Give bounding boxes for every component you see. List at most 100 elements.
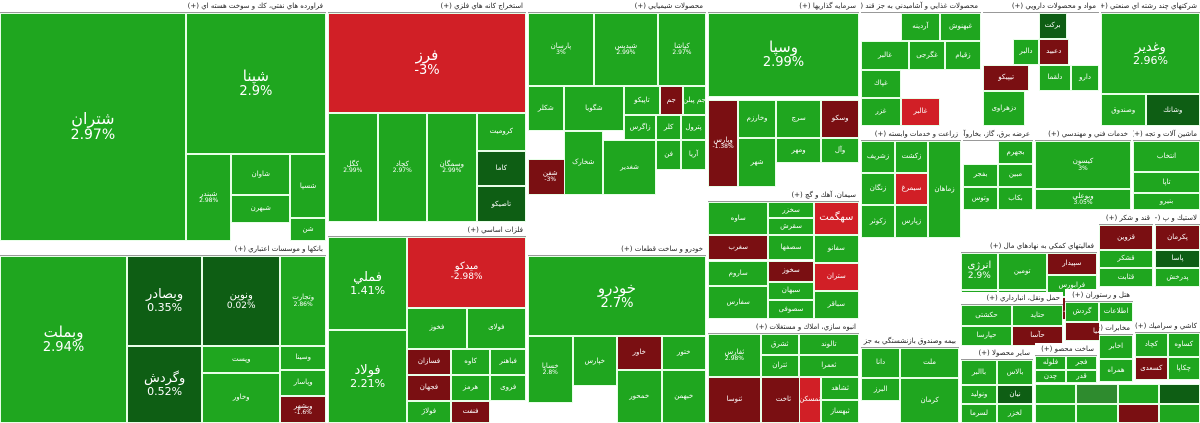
stock-tile[interactable]: نیان [997, 385, 1033, 405]
stock-tile[interactable]: چکاپا [1167, 356, 1200, 380]
stock-tile[interactable]: ثبهساز [821, 399, 859, 423]
stock-tile[interactable]: ثعمرا [798, 355, 859, 377]
stock-tile[interactable] [1158, 403, 1200, 423]
stock-tile[interactable]: غالبر [900, 97, 941, 126]
sector-title[interactable]: ساير محصولا (+) [961, 347, 1033, 360]
stock-tile[interactable]: قشکر [1099, 249, 1153, 269]
sector-title[interactable]: خودرو و ساخت قطعات (+) [528, 243, 706, 256]
stock-tile[interactable]: زماهان [928, 141, 961, 238]
stock-tile[interactable]: مبین [998, 163, 1033, 187]
sector-title[interactable]: محصولات غذايي و آشاميدني به جز قند (+) [861, 0, 981, 13]
stock-tile[interactable]: ثتران [760, 355, 799, 377]
sector-title[interactable]: سرمايه گذاريها (+) [708, 0, 859, 13]
stock-tile[interactable]: فروی [490, 374, 526, 401]
stock-tile[interactable]: سغرب [708, 234, 769, 261]
sector-title[interactable]: انبوه سازي، املاك و مستغلات (+) [708, 321, 859, 334]
sector-title[interactable]: قند و شكر (+) [1099, 212, 1153, 225]
stock-tile[interactable]: خبهمن [661, 369, 706, 423]
stock-tile[interactable]: زنگان [861, 173, 895, 205]
stock-tile[interactable]: البرز [861, 378, 901, 401]
stock-tile[interactable]: کسعدی [1135, 356, 1168, 380]
stock-tile[interactable]: باالبر [961, 360, 997, 386]
stock-tile[interactable] [1035, 403, 1077, 423]
stock-tile[interactable]: وپارس -1.38% [708, 100, 739, 187]
stock-tile[interactable]: قثابت [1099, 268, 1153, 287]
stock-tile[interactable]: ثنوسا [708, 376, 761, 423]
stock-tile[interactable]: پارسان 3% [528, 13, 594, 86]
stock-tile[interactable]: تیپیكو [983, 64, 1030, 91]
sector-title[interactable]: مواد و محصولات دارويي (+) [983, 0, 1099, 13]
stock-tile[interactable]: زپارس [895, 205, 928, 238]
stock-tile[interactable]: زقیام [945, 41, 981, 70]
stock-tile[interactable]: لسرما [961, 404, 997, 423]
stock-tile[interactable]: ونولید [961, 385, 997, 405]
stock-tile[interactable]: خپارس [572, 336, 617, 387]
stock-tile[interactable]: آریا [681, 140, 706, 170]
stock-tile[interactable] [1117, 403, 1159, 423]
stock-tile[interactable]: ستران [813, 262, 859, 291]
sector-title[interactable]: محصولات شيميايي (+) [528, 0, 706, 13]
stock-tile[interactable]: كاما [476, 150, 526, 187]
stock-tile[interactable]: ونوين 0.02% [202, 256, 281, 347]
stock-tile[interactable]: دانا [861, 348, 901, 378]
stock-tile[interactable]: کچاد [1135, 333, 1168, 357]
stock-tile[interactable]: وپست [202, 346, 281, 373]
stock-tile[interactable]: گردش [1065, 302, 1099, 322]
stock-tile[interactable]: ساروم [708, 260, 769, 287]
sector-title[interactable]: سيمان، آهك و گچ (+) [708, 189, 859, 202]
stock-tile[interactable]: غزر [861, 97, 901, 126]
stock-tile[interactable]: وتوس [963, 186, 998, 210]
stock-tile[interactable]: کرمان [900, 378, 959, 423]
stock-tile[interactable]: شپدیس 2.99% [593, 13, 658, 86]
stock-tile[interactable]: وسپا 2.99% [708, 13, 859, 97]
stock-tile[interactable]: ثشاهد [821, 376, 859, 400]
sector-title[interactable]: فراورده هاي نفتي، كك و سوخت هسته اي (+) [0, 0, 326, 13]
stock-tile[interactable]: کساوه [1167, 333, 1200, 357]
stock-tile[interactable]: زشریف [861, 141, 895, 173]
stock-tile[interactable]: فجر [1066, 356, 1097, 370]
stock-tile[interactable]: زکوثر [861, 205, 895, 238]
stock-tile[interactable]: سهگمت [813, 202, 859, 235]
stock-tile[interactable]: بنیرو [1133, 192, 1200, 210]
stock-tile[interactable]: وصندوق [1101, 94, 1146, 126]
stock-tile[interactable]: تمسكن [798, 376, 822, 423]
stock-tile[interactable]: حکشتی [961, 305, 1012, 326]
stock-tile[interactable]: تاپا [1133, 172, 1200, 193]
stock-tile[interactable]: وخاور [202, 372, 281, 423]
stock-tile[interactable]: شبندر 2.98% [185, 154, 232, 241]
stock-tile[interactable]: غگرجی [909, 41, 945, 70]
stock-tile[interactable] [1076, 403, 1118, 423]
stock-tile[interactable]: سصوفی [768, 300, 814, 319]
stock-tile[interactable]: وشانك [1145, 94, 1200, 126]
stock-tile[interactable]: سفارس [708, 286, 769, 319]
stock-tile[interactable]: سباقر [813, 290, 859, 319]
stock-tile[interactable]: فسازان [407, 348, 451, 375]
stock-tile[interactable]: میدكو -2.98% [407, 237, 526, 308]
stock-tile[interactable]: ملت [900, 348, 959, 378]
stock-tile[interactable]: ختور [661, 336, 706, 370]
stock-tile[interactable]: جم [659, 85, 683, 115]
stock-tile[interactable]: قدر [1066, 369, 1097, 383]
stock-tile[interactable]: شپنا 2.9% [185, 13, 326, 155]
stock-tile[interactable]: فولاد 2.21% [328, 330, 408, 423]
stock-tile[interactable]: وبملت 2.94% [0, 256, 128, 423]
stock-tile[interactable]: خساپا 2.8% [528, 336, 573, 403]
stock-tile[interactable]: خمحور [617, 369, 662, 423]
stock-tile[interactable]: وآل [821, 138, 859, 163]
stock-tile[interactable]: اخابر [1099, 335, 1133, 359]
stock-tile[interactable]: سقرش [768, 218, 814, 235]
stock-tile[interactable]: شکلر [528, 85, 564, 132]
stock-tile[interactable]: شن [290, 218, 326, 241]
stock-tile[interactable]: بالاس [997, 360, 1033, 386]
stock-tile[interactable]: فخوز [407, 307, 467, 349]
stock-tile[interactable]: فنفت [450, 400, 491, 423]
stock-tile[interactable]: بفجر [963, 163, 998, 187]
stock-tile[interactable]: شتران 2.97% [0, 13, 186, 241]
stock-tile[interactable]: وسینا [280, 346, 326, 370]
stock-tile[interactable]: دزهراوی [983, 90, 1025, 126]
stock-tile[interactable]: قزوین [1099, 225, 1153, 250]
stock-tile[interactable]: همراه [1099, 358, 1133, 382]
stock-tile[interactable]: فن [656, 140, 682, 170]
stock-tile[interactable]: شغدیر [602, 140, 657, 195]
